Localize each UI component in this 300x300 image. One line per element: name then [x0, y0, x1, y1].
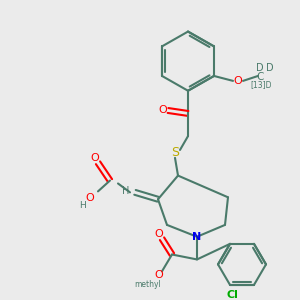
Text: O: O	[91, 153, 99, 163]
Text: O: O	[154, 270, 164, 280]
Text: H: H	[122, 186, 130, 197]
Text: O: O	[159, 106, 167, 116]
Text: Cl: Cl	[226, 290, 238, 300]
Text: O: O	[154, 229, 164, 239]
Text: O: O	[234, 76, 242, 86]
Text: N: N	[192, 232, 202, 242]
Text: H: H	[80, 201, 86, 210]
Text: C: C	[256, 72, 264, 82]
Text: [13]D: [13]D	[250, 80, 272, 89]
Text: D: D	[256, 63, 264, 73]
Text: D: D	[266, 63, 274, 73]
Text: methyl: methyl	[135, 280, 161, 289]
Text: O: O	[85, 193, 94, 203]
Text: S: S	[171, 146, 179, 159]
